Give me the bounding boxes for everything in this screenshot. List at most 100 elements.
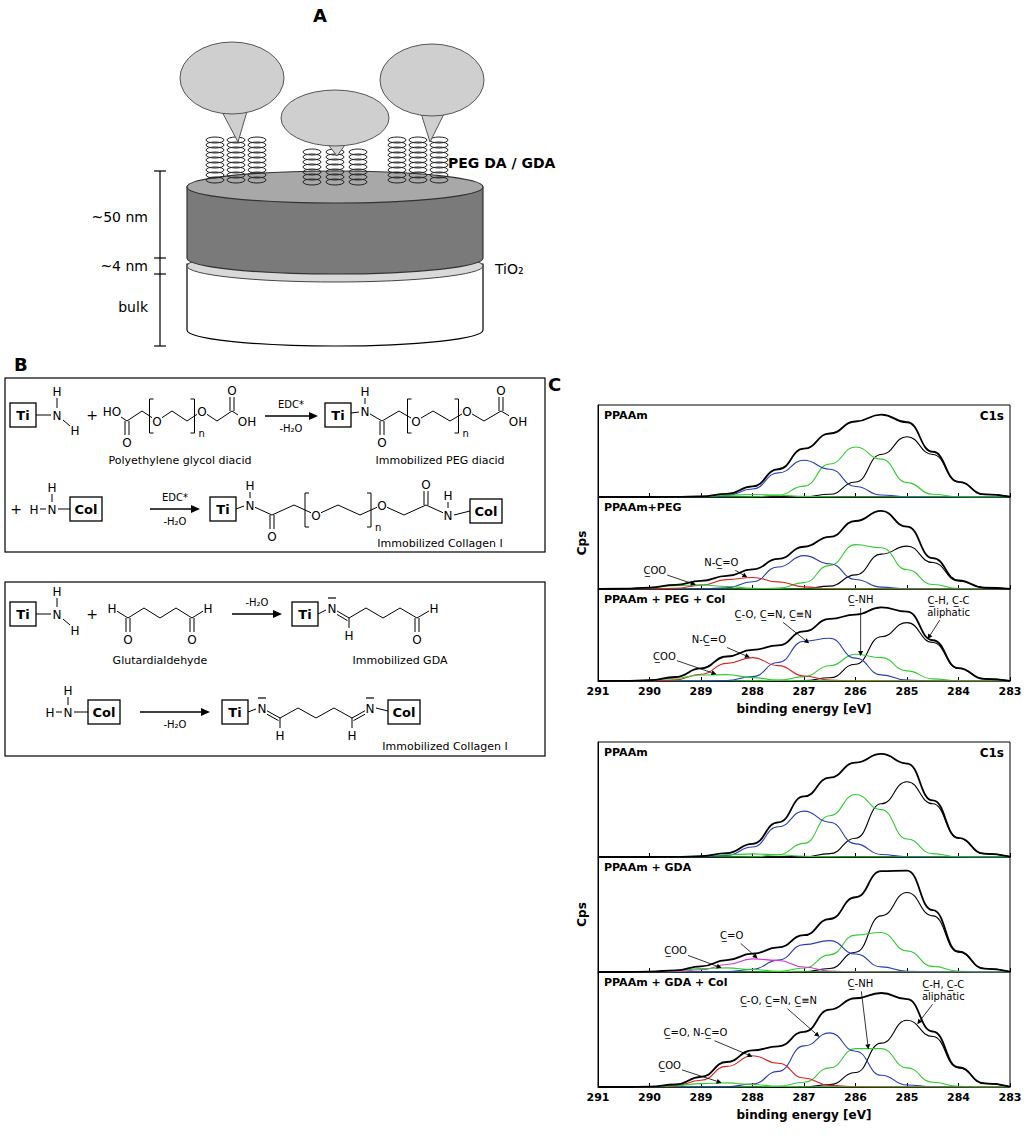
svg-text:O: O [152,415,161,429]
svg-text:OH: OH [509,415,527,429]
svg-text:288: 288 [741,1091,764,1104]
svg-text:N: N [444,509,453,523]
svg-text:O: O [496,384,505,398]
svg-text:n: n [199,428,205,439]
svg-text:-H₂O: -H₂O [279,423,302,434]
svg-text:O: O [123,633,132,647]
svg-text:O: O [377,499,386,513]
svg-text:C̲=O, N-C̲=O: C̲=O, N-C̲=O [664,1027,728,1039]
svg-text:N: N [53,608,62,622]
svg-text:H: H [344,629,353,643]
svg-text:Ti: Ti [331,408,344,423]
svg-text:Col: Col [75,502,98,517]
svg-text:290: 290 [638,1091,661,1104]
svg-text:H: H [29,503,38,517]
svg-text:C̲OO: C̲OO [653,651,676,663]
svg-text:H: H [203,602,212,616]
svg-text:Cps: Cps [575,531,589,556]
svg-text:N: N [366,702,375,716]
svg-text:C̲-NH: C̲-NH [848,594,874,606]
svg-text:285: 285 [896,685,919,698]
svg-text:Ti: Ti [298,607,311,622]
svg-text:C̲OO: C̲OO [643,565,666,577]
svg-text:288: 288 [741,685,764,698]
svg-text:PEG DA / GDA: PEG DA / GDA [448,155,556,171]
svg-text:PPAAm + GDA: PPAAm + GDA [604,861,692,874]
svg-text:N-C̲=O: N-C̲=O [704,557,738,569]
svg-text:H: H [275,729,284,743]
svg-text:O: O [267,530,276,544]
svg-text:Ti: Ti [228,705,241,720]
svg-text:+: + [86,606,98,622]
svg-text:289: 289 [690,685,713,698]
svg-text:290: 290 [638,685,661,698]
svg-text:H: H [45,706,54,720]
svg-text:287: 287 [793,685,816,698]
svg-text:C̲OO: C̲OO [664,945,687,957]
svg-text:O: O [462,405,471,419]
svg-text:binding energy [eV]: binding energy [eV] [737,1108,872,1122]
svg-text:Polyethylene glycol diacid: Polyethylene glycol diacid [109,454,252,467]
svg-text:N: N [53,409,62,423]
svg-text:H: H [70,624,79,638]
svg-text:~4 nm: ~4 nm [100,258,148,274]
svg-text:Immobilized Collagen I: Immobilized Collagen I [377,537,502,550]
svg-text:bulk: bulk [118,299,149,315]
svg-text:Immobilized GDA: Immobilized GDA [353,654,448,667]
svg-text:O: O [227,384,236,398]
svg-text:Ti: Ti [16,408,29,423]
svg-text:H: H [443,489,452,503]
svg-text:N-C̲=O: N-C̲=O [692,634,726,646]
svg-text:285: 285 [896,1091,919,1104]
svg-text:284: 284 [947,685,970,698]
svg-text:PPAAm + PEG + Col: PPAAm + PEG + Col [604,593,725,606]
svg-text:C1s: C1s [980,746,1004,760]
svg-text:n: n [375,522,381,533]
svg-text:B: B [14,354,28,375]
svg-text:Immobilized PEG diacid: Immobilized PEG diacid [375,454,504,467]
svg-text:OH: OH [238,415,256,429]
svg-text:H: H [47,481,56,495]
svg-text:Immobilized Collagen I: Immobilized Collagen I [382,740,507,753]
svg-text:O: O [122,436,131,450]
svg-text:O: O [411,415,420,429]
svg-text:286: 286 [844,1091,867,1104]
svg-text:H: H [52,385,61,399]
svg-text:N: N [328,602,337,616]
svg-text:Ti: Ti [16,607,29,622]
svg-text:N: N [361,405,370,419]
svg-text:binding energy [eV]: binding energy [eV] [737,702,872,716]
svg-text:A: A [313,5,327,26]
svg-text:O: O [197,405,206,419]
svg-text:EDC*: EDC* [278,399,304,410]
svg-text:284: 284 [947,1091,970,1104]
svg-text:O: O [377,436,386,450]
svg-text:C̲-O, C̲=N, C̲≡N: C̲-O, C̲=N, C̲≡N [735,609,812,621]
svg-text:+: + [10,501,22,517]
svg-text:C̲OO: C̲OO [658,1060,681,1072]
svg-text:n: n [463,428,469,439]
svg-text:H: H [70,424,79,438]
svg-text:H: H [360,385,369,399]
svg-text:Col: Col [475,504,498,519]
svg-text:O: O [311,509,320,523]
svg-text:-H₂O: -H₂O [163,516,186,527]
svg-text:-H₂O: -H₂O [245,597,268,608]
svg-text:H: H [245,479,254,493]
svg-text:aliphatic: aliphatic [922,991,965,1002]
svg-text:O: O [187,633,196,647]
svg-text:N: N [48,503,57,517]
svg-text:O: O [421,478,430,492]
svg-text:Ti: Ti [216,502,229,517]
svg-text:N: N [258,702,267,716]
svg-text:O: O [412,633,421,647]
svg-text:C̲=O: C̲=O [720,930,743,942]
svg-text:H: H [429,602,438,616]
svg-text:C1s: C1s [980,409,1004,423]
svg-text:291: 291 [587,1091,610,1104]
svg-text:PPAAm+PEG: PPAAm+PEG [604,501,681,514]
svg-text:287: 287 [793,1091,816,1104]
svg-text:H: H [347,729,356,743]
svg-text:C̲-H, C̲-C: C̲-H, C̲-C [928,595,970,607]
svg-text:Cps: Cps [575,902,589,927]
